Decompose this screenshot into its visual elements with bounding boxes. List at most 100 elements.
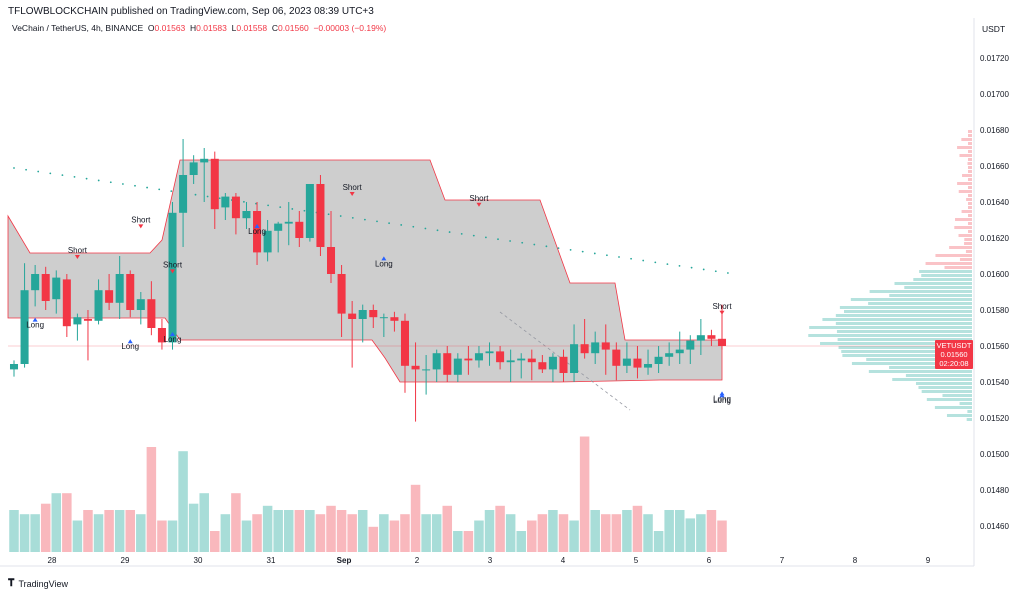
x-tick-label: 28 [48,556,57,565]
candle-body [707,335,716,339]
candle-body [284,221,293,224]
long-signal-label: Long [713,394,731,403]
volume-bar [347,514,357,552]
profile-bar [962,174,972,177]
y-tick-label: 0.01660 [980,162,1009,171]
y-tick-label: 0.01640 [980,198,1009,207]
candle-body [527,358,536,363]
trend-dot [170,190,173,193]
candle-body [369,310,378,318]
profile-bar [968,178,972,181]
candle-body [517,358,526,361]
candle-body [189,162,198,175]
open-label: O [147,23,155,33]
short-arrow-icon [138,224,144,229]
profile-bar [808,334,972,337]
profile-bar [822,318,972,321]
trend-dot [642,259,645,262]
price-tag-symbol: VETUSDT [936,341,972,350]
candle-body [274,223,283,231]
open-value: 0.01563 [154,23,186,33]
candle-body [126,274,135,310]
volume-bar [505,514,516,552]
candle-body [559,356,568,373]
volume-bar [336,510,347,552]
profile-bar [868,370,972,373]
candle-body [696,335,705,341]
profile-bar [905,374,972,377]
symbol-label[interactable]: VeChain / TetherUS, 4h, BINANCE [12,23,144,33]
volume-bar [674,510,685,552]
profile-bar [968,150,972,153]
profile-bar [866,358,972,361]
candle-body [52,277,61,300]
trend-dot [436,229,439,232]
trend-dot [351,216,354,219]
volume-bar [484,510,495,552]
footer[interactable]: 𝐓 TradingView [8,578,68,589]
short-signal-label: Short [163,260,183,269]
profile-bar [968,202,972,205]
candle-body [326,247,336,274]
volume-bar [632,505,643,552]
trend-dot [146,186,149,189]
trend-dot [218,197,221,200]
trend-dot [291,208,294,210]
candle-body [253,211,262,253]
volume-bar [199,493,209,552]
x-tick-label: 7 [780,556,785,565]
volume-bar [136,514,146,552]
trend-dot [460,232,463,235]
trend-dot [424,227,427,230]
profile-bar [851,362,972,365]
trend-dot [37,170,40,173]
trend-dot [618,256,620,258]
long-signal-label: Long [375,259,393,268]
trend-dot [521,241,524,244]
profile-bar [968,130,972,133]
candle-body [73,317,82,325]
change-value: −0.00003 (−0.19%) [313,23,387,33]
trend-dot [194,193,197,196]
volume-bar [685,518,696,552]
profile-bar [894,282,972,285]
profile-bar [968,158,972,161]
profile-bar [958,234,972,237]
candle-body [717,338,727,346]
volume-bar [622,510,632,552]
volume-bar [558,514,569,552]
trend-dot [509,240,511,242]
volume-bar [453,531,463,552]
profile-bar [964,238,972,241]
candle-body [400,320,410,366]
candle-body [644,364,653,368]
trend-dot [61,174,64,177]
profile-bar [869,290,972,293]
candle-body [210,158,219,210]
y-tick-label: 0.01680 [980,126,1009,135]
x-tick-label: 3 [488,556,493,565]
long-signal-label: Long [248,227,266,236]
trend-dot [545,245,548,248]
profile-bar [968,170,972,173]
x-tick-label: Sep [337,556,352,565]
candle-body [506,360,515,363]
ohlc-legend: VeChain / TetherUS, 4h, BINANCE O0.01563… [12,23,386,33]
trend-dot [654,261,657,264]
volume-bar [389,520,400,552]
trend-dot [448,231,451,233]
axes: 0.01720 0.01700 0.01680 0.01660 0.01640 0.016… [0,18,1009,567]
profile-bar [889,366,972,369]
volume-bar [357,510,368,552]
profile-bar [966,198,972,201]
candle-body [601,342,610,350]
volume-bar [220,514,231,552]
x-tick-label: 5 [634,556,639,565]
trend-dot [593,252,596,255]
profile-bar [820,342,972,345]
axis-currency[interactable]: USDT [982,24,1006,34]
candle-body [453,358,462,375]
trend-dot [73,176,76,178]
short-arrow-icon [476,202,482,207]
